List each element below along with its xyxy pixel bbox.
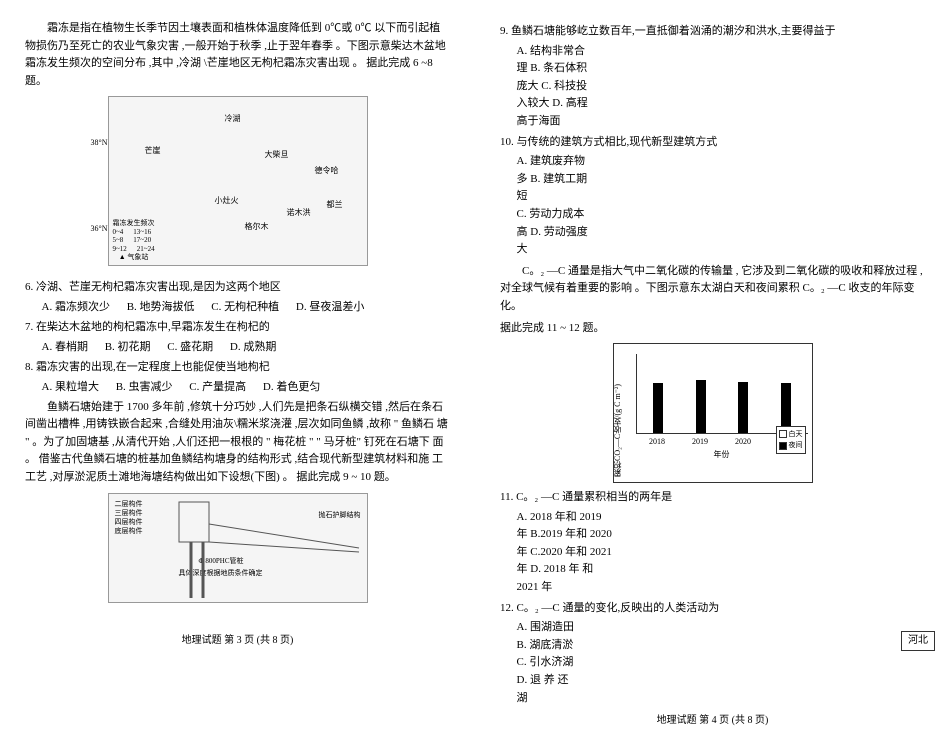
leg-2: 9~12: [113, 245, 127, 253]
leg-1: 5~8: [113, 236, 124, 244]
corner-label: 河北: [901, 631, 935, 651]
intro2-b: 据此完成 11 ~ 12 题。: [500, 320, 925, 338]
q8-options: A. 果粒增大 B. 虫害减少 C. 产量提高 D. 着色更匀: [25, 379, 450, 397]
footer-left: 地理试题 第 3 页 (共 8 页): [25, 627, 450, 649]
q7-b: B. 初花期: [105, 339, 151, 357]
q8-d: D. 着色更匀: [263, 379, 320, 397]
place-lenghu: 冷湖: [225, 113, 241, 126]
q11-d: 年 D. 2018 年 和: [500, 561, 925, 579]
y-axis-label: 累积CO₂—C收支/(g C m⁻²): [612, 384, 625, 477]
q12-a: A. 围湖造田: [500, 619, 925, 637]
leg-white: 白天: [789, 429, 803, 440]
intro-paragraph-1: 霜冻是指在植物生长季节因土壤表面和植株体温度降低到 0℃或 0℃ 以下而引起植 …: [25, 20, 450, 90]
place-delingha: 德令哈: [315, 165, 339, 178]
bar-2019-night: [696, 380, 706, 433]
q8-c: C. 产量提高: [189, 379, 246, 397]
chart-legend: 白天 夜间: [776, 426, 806, 454]
page-right: 9. 鱼鳞石塘能够屹立数百年,一直抵御着汹涌的潮汐和洪水,主要得益于 A. 结构…: [475, 0, 950, 659]
q6-a: A. 霜冻频次少: [42, 299, 110, 317]
q7-c: C. 盛花期: [167, 339, 213, 357]
map-legend-title: 霜冻发生频次: [113, 219, 155, 227]
q12-d1: D. 退 养 还: [500, 672, 925, 690]
q10-a3: 短: [500, 188, 925, 206]
q7-d: D. 成熟期: [230, 339, 276, 357]
q6-d: D. 昼夜温差小: [296, 299, 364, 317]
lat-label-38: 38°N: [91, 137, 108, 150]
q11-c: 年 C.2020 年和 2021: [500, 544, 925, 562]
q11-a: A. 2018 年和 2019: [500, 509, 925, 527]
page-right-content: 9. 鱼鳞石塘能够屹立数百年,一直抵御着汹涌的潮汐和洪水,主要得益于 A. 结构…: [500, 20, 925, 707]
page-left: 霜冻是指在植物生长季节因土壤表面和植株体温度降低到 0℃或 0℃ 以下而引起植 …: [0, 0, 475, 659]
bar-2018-night: [653, 383, 663, 433]
q12-d2: 湖: [500, 690, 925, 708]
q6-options: A. 霜冻频次少 B. 地势海拔低 C. 无枸杞种植 D. 昼夜温差小: [25, 299, 450, 317]
leg-0: 0~4: [113, 228, 124, 236]
q11-stem: 11. C。₂ —C 通量累积相当的两年是: [500, 489, 925, 507]
station-label: ▲ 气象站: [113, 253, 155, 261]
q7-a: A. 春梢期: [42, 339, 88, 357]
bar-2020-night: [738, 382, 748, 433]
place-nuomuhong: 诺木洪: [287, 207, 311, 220]
footer-right: 地理试题 第 4 页 (共 8 页): [500, 707, 925, 729]
q8-a: A. 果粒增大: [42, 379, 99, 397]
q6-c: C. 无枸杞种植: [211, 299, 279, 317]
q7-stem: 7. 在柴达木盆地的枸杞霜冻中,早霜冻发生在枸杞的: [25, 319, 450, 337]
q8-b: B. 虫害减少: [116, 379, 173, 397]
map-box: 38°N 36°N 芒崖 冷湖 大柴旦 德令哈 小灶火 格尔木 诺木洪 都兰 霜…: [108, 96, 368, 266]
q6-stem: 6. 冷湖、芒崖无枸杞霜冻灾害出现,是因为这两个地区: [25, 279, 450, 297]
diagram-box: 二层构件 三层构件 四层构件 底层构件 抛石护脚结构 Φ 800PHC管桩 具体…: [108, 493, 368, 603]
q9-l5: 高于海面: [500, 113, 925, 131]
xt-2019: 2019: [692, 436, 708, 449]
place-geermu: 格尔木: [245, 221, 269, 234]
chart-figure: 累积CO₂—C收支/(g C m⁻²) 201: [500, 343, 925, 483]
intro2-a: C。₂ —C 通量是指大气中二氧化碳的传输量 , 它涉及到二氧化碳的吸收和释放过…: [500, 263, 925, 316]
q10-a2: 多 B. 建筑工期: [500, 171, 925, 189]
page-left-content: 霜冻是指在植物生长季节因土壤表面和植株体温度降低到 0℃或 0℃ 以下而引起植 …: [25, 20, 450, 627]
leg-4: 17~20: [133, 236, 151, 244]
xt-2020: 2020: [735, 436, 751, 449]
swatch-white: [779, 430, 787, 438]
leg-black: 夜间: [789, 440, 803, 451]
q9-l1: A. 结构非常合: [500, 43, 925, 61]
leg-3: 13~16: [133, 228, 151, 236]
q10-c2: 高 D. 劳动强度: [500, 224, 925, 242]
place-xiaozaohuo: 小灶火: [215, 195, 239, 208]
q9-l2: 理 B. 条石体积: [500, 60, 925, 78]
swatch-black: [779, 442, 787, 450]
q10-c1: C. 劳动力成本: [500, 206, 925, 224]
chart-box: 累积CO₂—C收支/(g C m⁻²) 201: [613, 343, 813, 483]
q11-e: 2021 年: [500, 579, 925, 597]
q12-c: C. 引水济湖: [500, 654, 925, 672]
leg-5: 21~24: [137, 245, 155, 253]
xt-2018: 2018: [649, 436, 665, 449]
q9-stem: 9. 鱼鳞石塘能够屹立数百年,一直抵御着汹涌的潮汐和洪水,主要得益于: [500, 23, 925, 41]
q10-a1: A. 建筑废弃物: [500, 153, 925, 171]
q12-stem: 12. C。₂ —C 通量的变化,反映出的人类活动为: [500, 600, 925, 618]
q10-stem: 10. 与传统的建筑方式相比,现代新型建筑方式: [500, 134, 925, 152]
place-dachaidan: 大柴旦: [265, 149, 289, 162]
bg-2020: [738, 382, 748, 433]
map-figure: 38°N 36°N 芒崖 冷湖 大柴旦 德令哈 小灶火 格尔木 诺木洪 都兰 霜…: [25, 96, 450, 273]
diagram-svg: [109, 494, 369, 604]
diagram-figure: 二层构件 三层构件 四层构件 底层构件 抛石护脚结构 Φ 800PHC管桩 具体…: [25, 493, 450, 610]
intro-paragraph-2: 鱼鳞石塘始建于 1700 多年前 ,修筑十分巧妙 ,人们先是把条石纵横交错 ,然…: [25, 399, 450, 487]
lat-label-36: 36°N: [91, 223, 108, 236]
q10-c3: 大: [500, 241, 925, 259]
q6-b: B. 地势海拔低: [127, 299, 195, 317]
q9-l3: 庞大 C. 科技投: [500, 78, 925, 96]
bg-2018: [653, 383, 663, 433]
chart-bars: [636, 354, 808, 434]
place-dulan: 都兰: [327, 199, 343, 212]
q12-b: B. 湖底清淤: [500, 637, 925, 655]
q7-options: A. 春梢期 B. 初花期 C. 盛花期 D. 成熟期: [25, 339, 450, 357]
q9-l4: 入较大 D. 高程: [500, 95, 925, 113]
q11-b: 年 B.2019 年和 2020: [500, 526, 925, 544]
bg-2019: [696, 380, 706, 433]
map-legend: 霜冻发生频次 0~4 13~16 5~8 17~20 9~12 21~24 ▲ …: [113, 219, 155, 261]
q8-stem: 8. 霜冻灾害的出现,在一定程度上也能促使当地枸杞: [25, 359, 450, 377]
place-mangya: 芒崖: [145, 145, 161, 158]
